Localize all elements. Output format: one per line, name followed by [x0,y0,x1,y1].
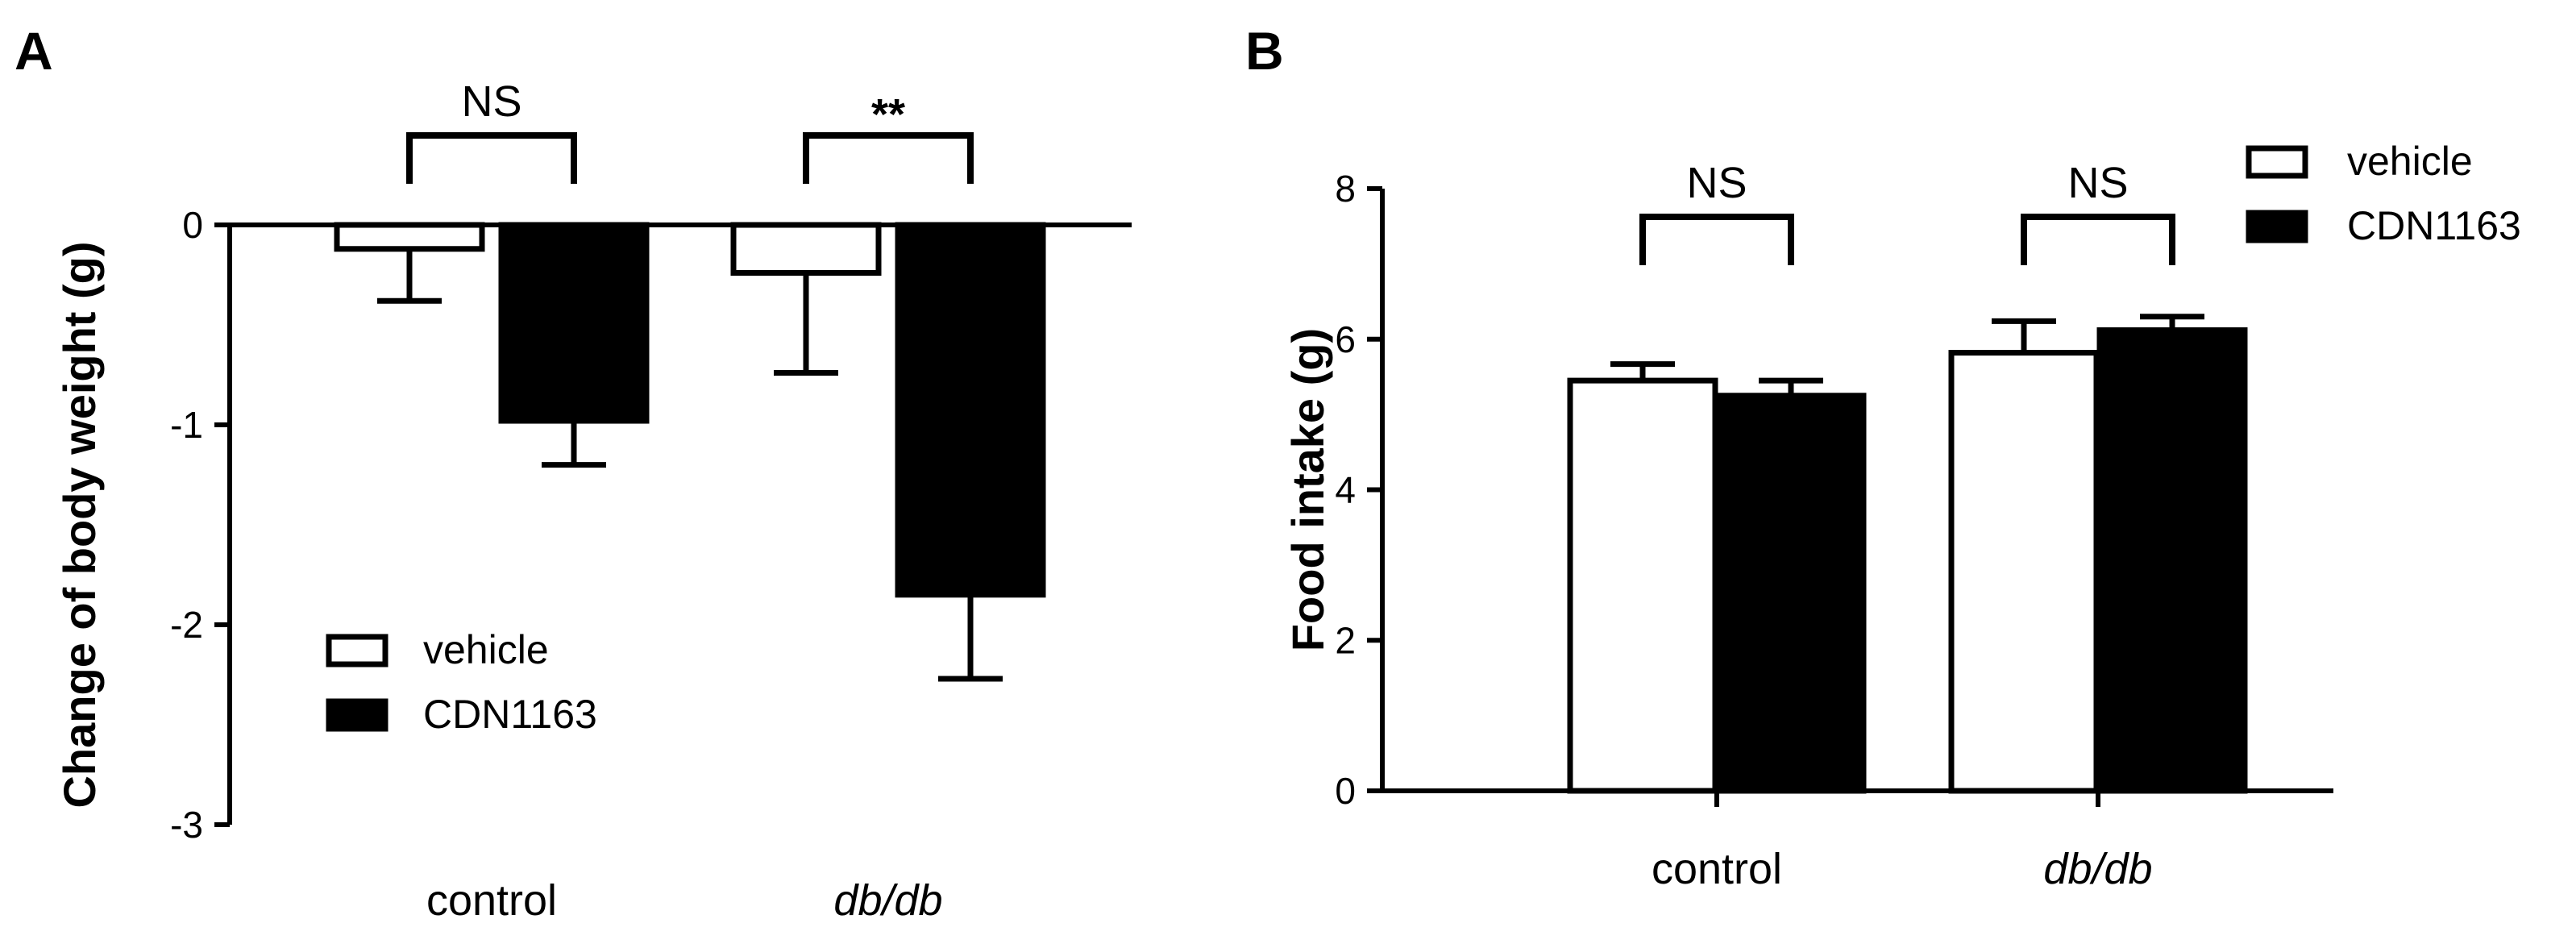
y-tick-label: 6 [1335,318,1356,360]
bar-cdn1163 [895,222,1046,598]
bar-vehicle [1567,377,1718,794]
significance-label: NS [461,77,521,126]
y-tick-label: -1 [170,404,203,446]
significance-label: ** [871,90,905,139]
category-label: db/db [833,876,942,925]
legend-swatch-cdn1163 [2246,210,2308,243]
bar-vehicle [334,222,485,252]
chart-panel-a: control NS db/db ** 0 -1 -2 -3 Change of body we… [54,77,1132,925]
significance-bracket [2021,214,2175,265]
significance-label: NS [1686,159,1747,207]
significance-bracket [803,132,974,184]
significance-bracket [406,132,577,184]
y-tick-label: 2 [1335,619,1356,661]
legend-swatch-vehicle [2246,145,2308,179]
y-tick-label: -3 [170,804,203,846]
panel-b-label: B [1245,21,1284,81]
bar-vehicle [1948,350,2100,794]
category-label: db/db [2043,845,2152,893]
legend-swatch-vehicle [326,634,388,667]
y-tick-label: 8 [1335,168,1356,210]
chart-panel-b: control NS db/db NS 0 2 4 6 8 Food intake (g) vehi… [1282,139,2521,893]
panel-a-label: A [15,21,53,81]
legend-label: CDN1163 [2347,203,2521,248]
legend-swatch-cdn1163 [326,698,388,732]
y-tick-label: -2 [170,604,203,646]
significance-bracket [1639,214,1794,265]
y-tick-label: 0 [182,204,203,246]
legend-label: vehicle [2347,139,2473,184]
y-tick-label: 0 [1335,770,1356,812]
legend-label: vehicle [423,627,549,672]
significance-label: NS [2067,159,2128,207]
category-label: control [1652,845,1782,893]
bar-cdn1163 [2096,327,2248,794]
y-axis-title: Change of body weight (g) [54,241,105,808]
legend-label: CDN1163 [423,692,597,737]
y-axis-title: Food intake (g) [1282,328,1333,651]
category-label: control [426,876,557,925]
bar-cdn1163 [498,222,650,424]
y-tick-label: 4 [1335,469,1356,511]
bar-cdn1163 [1715,393,1867,794]
bar-vehicle [730,222,882,277]
